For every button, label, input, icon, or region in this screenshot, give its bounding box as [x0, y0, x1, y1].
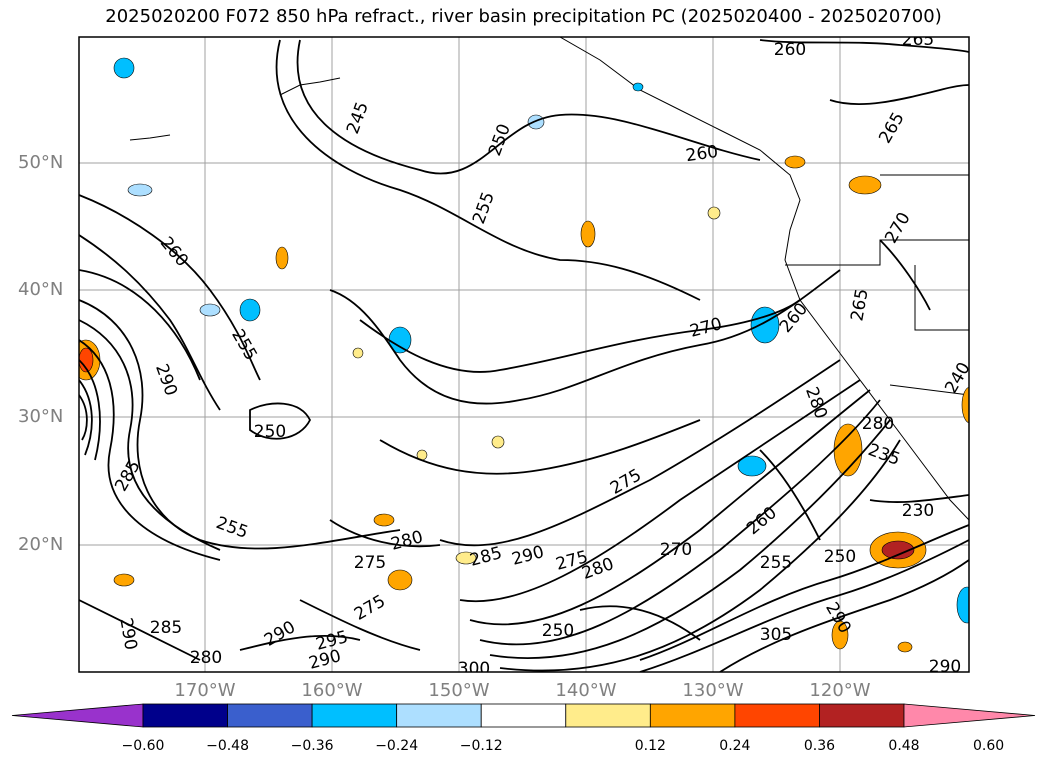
colorbar-tick-label: −0.24	[375, 738, 419, 754]
lon-label-130w: 130°W	[682, 680, 744, 701]
colorbar-tick-label: 0.24	[719, 738, 751, 754]
refractivity-contours	[79, 39, 969, 672]
contour-label: 305	[760, 625, 792, 645]
map-area: 2452502552602602602652652702702602552902…	[79, 30, 969, 679]
colorbar-segment	[565, 703, 651, 728]
lat-label-20n: 20°N	[18, 534, 64, 555]
contour-label: 280	[190, 648, 222, 668]
colorbar-extend-low	[11, 703, 144, 728]
colorbar-segment	[819, 703, 905, 728]
colorbar	[11, 703, 1036, 728]
contour-label: 260	[776, 299, 812, 337]
contour-label: 265	[847, 287, 872, 322]
contour-label: 285	[468, 543, 505, 571]
contour-labels: 2452502552602602602652652702702602552902…	[111, 30, 969, 679]
contour-label: 275	[351, 591, 389, 625]
colorbar-tick-label: −0.12	[459, 738, 503, 754]
contour-label: 245	[343, 99, 373, 136]
contour-label: 270	[688, 314, 725, 342]
coastlines	[129, 37, 969, 521]
contour-label: 255	[760, 553, 792, 573]
contour-label: 250	[254, 422, 286, 442]
contour-label: 250	[824, 547, 856, 567]
contour-label: 290	[821, 599, 855, 637]
colorbar-segment	[480, 703, 567, 728]
contour-label: 290	[115, 616, 140, 651]
contour-label: 270	[660, 540, 692, 560]
contour-label: 230	[902, 501, 934, 521]
contour-label: 275	[607, 465, 645, 499]
colorbar-tick-label: −0.36	[290, 738, 334, 754]
contour-label: 300	[458, 659, 490, 679]
graticule-lines	[79, 37, 969, 672]
colorbar-tick-label: −0.48	[206, 738, 249, 754]
contour-label: 290	[929, 657, 961, 677]
colorbar-tick-label: 0.12	[634, 738, 666, 754]
contour-label: 270	[881, 209, 915, 247]
colorbar-segment	[311, 703, 398, 728]
contour-label: 285	[150, 618, 182, 638]
colorbar-tick-label: 0.60	[972, 738, 1005, 754]
lat-label-30n: 30°N	[18, 406, 64, 427]
precip-anomaly-fills	[79, 57, 969, 653]
contour-label: 290	[510, 542, 547, 570]
colorbar-extend-high	[903, 703, 1036, 728]
contour-label: 255	[469, 189, 499, 226]
colorbar-segment	[142, 703, 228, 728]
map-frame	[78, 36, 970, 673]
lon-label-140w: 140°W	[555, 680, 617, 701]
contour-label: 260	[156, 233, 192, 271]
lon-label-170w: 170°W	[174, 680, 236, 701]
lat-label-50n: 50°N	[18, 152, 64, 173]
contour-label: 265	[902, 30, 934, 50]
colorbar-segment	[396, 703, 482, 728]
contour-label: 280	[862, 414, 894, 434]
colorbar-tick-label: −0.60	[121, 738, 165, 754]
contour-label: 260	[774, 40, 806, 60]
colorbar-segment	[227, 703, 313, 728]
lon-label-120w: 120°W	[809, 680, 871, 701]
contour-label: 290	[261, 617, 299, 651]
colorbar-tick-label: 0.36	[803, 738, 836, 754]
contour-label: 250	[485, 121, 515, 158]
colorbar-segment	[649, 703, 736, 728]
contour-label: 275	[354, 553, 386, 573]
colorbar-segment	[734, 703, 820, 728]
contour-label: 255	[227, 326, 261, 364]
contour-label: 250	[542, 621, 574, 641]
contour-label: 260	[685, 142, 720, 166]
contour-label: 290	[307, 646, 344, 674]
lon-label-160w: 160°W	[301, 680, 363, 701]
lat-label-40n: 40°N	[18, 279, 64, 300]
contour-label: 255	[213, 513, 250, 543]
contour-label: 265	[875, 109, 909, 147]
lon-label-150w: 150°W	[428, 680, 490, 701]
contour-label: 260	[743, 503, 781, 539]
colorbar-tick-label: 0.48	[888, 738, 920, 754]
contour-label: 290	[151, 361, 181, 398]
plot-title: 2025020200 F072 850 hPa refract., river …	[105, 6, 942, 27]
